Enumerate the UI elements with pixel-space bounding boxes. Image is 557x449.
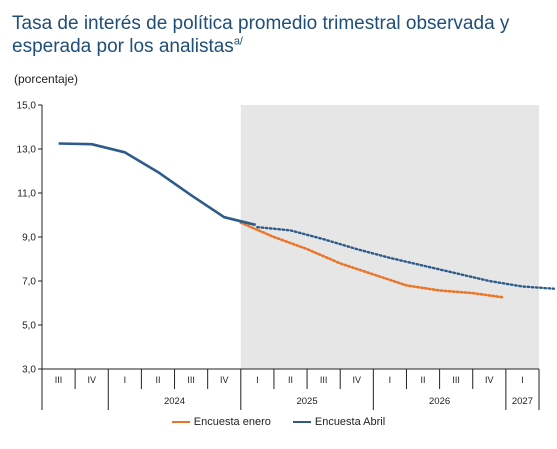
legend-label-abril: Encuesta Abril bbox=[314, 416, 386, 428]
series-line-encuesta-enero bbox=[239, 221, 506, 299]
x-quarter-label: III bbox=[452, 375, 460, 385]
y-tick-label: 9,0 bbox=[22, 233, 36, 244]
x-quarter-label: III bbox=[187, 375, 195, 385]
legend-swatch-enero bbox=[171, 421, 190, 423]
x-quarter-label: IV bbox=[220, 375, 229, 385]
legend-label-enero: Encuesta enero bbox=[193, 416, 271, 428]
y-axis-unit: (porcentaje) bbox=[14, 72, 79, 86]
x-quarter-label: II bbox=[155, 375, 160, 385]
chart-legend: Encuesta enero Encuesta Abril bbox=[0, 416, 557, 428]
y-tick-label: 7,0 bbox=[22, 277, 36, 288]
x-year-label: 2027 bbox=[512, 396, 533, 407]
chart-title: Tasa de interés de política promedio tri… bbox=[12, 12, 542, 58]
y-tick-label: 3,0 bbox=[22, 365, 36, 376]
series-line-encuesta-abril-forecast bbox=[256, 225, 556, 290]
forecast-shaded-region bbox=[240, 105, 540, 369]
x-quarter-label: I bbox=[124, 375, 127, 385]
x-quarter-label: IV bbox=[485, 375, 494, 385]
x-quarter-label: I bbox=[389, 375, 392, 385]
legend-item-abril: Encuesta Abril bbox=[292, 416, 386, 428]
y-tick-label: 11,0 bbox=[17, 189, 36, 200]
x-quarter-label: IV bbox=[87, 375, 96, 385]
x-quarter-label: II bbox=[421, 375, 426, 385]
chart-title-text: Tasa de interés de política promedio tri… bbox=[12, 13, 510, 57]
x-year-label: 2026 bbox=[429, 396, 450, 407]
x-quarter-label: I bbox=[521, 375, 524, 385]
x-quarter-label: II bbox=[288, 375, 293, 385]
series-line-observed bbox=[58, 142, 257, 227]
x-quarter-label: III bbox=[320, 375, 328, 385]
legend-item-enero: Encuesta enero bbox=[171, 416, 271, 428]
x-year-label: 2025 bbox=[296, 396, 317, 407]
legend-swatch-abril bbox=[292, 421, 311, 423]
x-year-label: 2024 bbox=[164, 396, 185, 407]
x-quarter-label: I bbox=[256, 375, 259, 385]
y-tick-label: 15,0 bbox=[17, 101, 37, 112]
y-tick-label: 5,0 bbox=[22, 321, 36, 332]
y-tick-label: 13,0 bbox=[17, 145, 37, 156]
title-footnote-mark: a/ bbox=[233, 35, 243, 48]
x-quarter-label: III bbox=[55, 375, 63, 385]
x-quarter-label: IV bbox=[353, 375, 362, 385]
